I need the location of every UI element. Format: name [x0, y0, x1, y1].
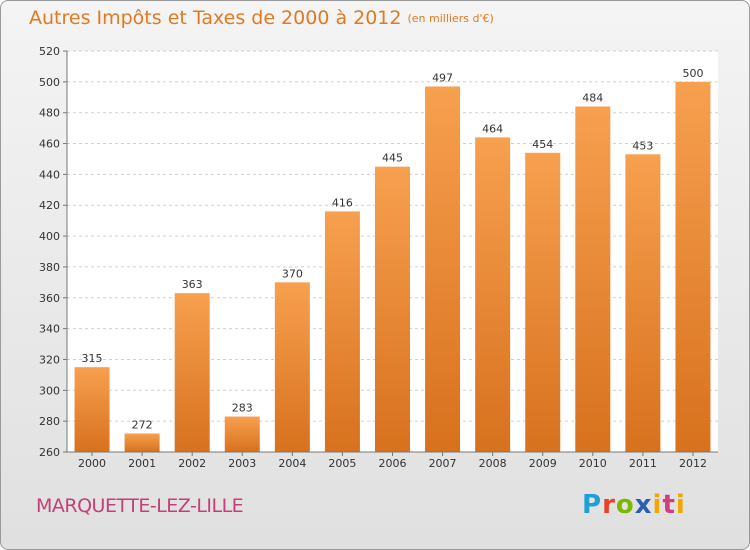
bar-2004: [274, 282, 310, 452]
x-tick-label: 2004: [278, 457, 306, 470]
logo-letter: r: [602, 490, 616, 520]
y-tick-label: 460: [39, 138, 60, 151]
bar-value-label: 370: [282, 267, 303, 280]
logo-letter: o: [615, 490, 635, 520]
logo-letter: i: [675, 490, 686, 520]
bar-2010: [575, 106, 611, 453]
y-tick-label: 380: [39, 261, 60, 274]
bar-2008: [475, 137, 511, 452]
bar-value-label: 500: [682, 67, 703, 80]
y-tick-label: 480: [39, 107, 60, 120]
bar-2001: [124, 433, 160, 452]
bar-value-label: 363: [182, 278, 203, 291]
y-tick-label: 320: [39, 353, 60, 366]
y-tick-label: 400: [39, 230, 60, 243]
y-tick-label: 300: [39, 384, 60, 397]
bar-value-label: 272: [132, 418, 153, 431]
bar-value-label: 464: [482, 122, 503, 135]
x-tick-label: 2000: [78, 457, 106, 470]
x-tick-label: 2011: [629, 457, 657, 470]
bar-2003: [224, 416, 260, 452]
y-tick-label: 360: [39, 292, 60, 305]
x-tick-label: 2007: [429, 457, 457, 470]
bars: 315 272 363 283 370 416 445 497 464 454 484 453 500: [74, 67, 711, 453]
x-tick-label: 2010: [579, 457, 607, 470]
bar-value-label: 497: [432, 71, 453, 84]
y-tick-label: 420: [39, 199, 60, 212]
bar-value-label: 453: [632, 139, 653, 152]
y-tick-labels: 260 280 300 320 340 360 380 400 420 440 460 480 500 5…: [39, 45, 67, 459]
bar-value-label: 484: [582, 92, 603, 105]
x-tick-label: 2006: [379, 457, 407, 470]
location-label: MARQUETTE-LEZ-LILLE: [36, 495, 244, 517]
logo-letter: P: [582, 490, 603, 520]
chart-title-main: Autres Impôts et Taxes de 2000 à 2012: [29, 7, 402, 29]
chart-subtitle: (en milliers d'€): [407, 12, 494, 25]
bar-2007: [425, 86, 461, 452]
x-tick-label: 2012: [679, 457, 707, 470]
bar-2006: [375, 166, 410, 452]
bar-value-label: 315: [82, 352, 103, 365]
y-tick-label: 440: [39, 168, 60, 181]
bar-value-label: 445: [382, 152, 403, 165]
proxiti-logo: Proxiti: [582, 490, 686, 520]
y-tick-label: 340: [39, 323, 60, 336]
y-tick-label: 280: [39, 415, 60, 428]
x-tick-label: 2001: [128, 457, 156, 470]
x-tick-label: 2002: [178, 457, 206, 470]
bar-value-label: 416: [332, 196, 353, 209]
logo-letter: t: [662, 490, 676, 520]
x-tick-label: 2005: [328, 457, 356, 470]
bar-value-label: 454: [532, 138, 553, 151]
bar-2002: [174, 293, 210, 452]
logo-letter: x: [634, 490, 653, 520]
bar-2009: [525, 152, 561, 453]
y-tick-label: 500: [39, 76, 60, 89]
bar-2005: [324, 211, 360, 452]
chart-title: Autres Impôts et Taxes de 2000 à 2012 (en…: [29, 7, 494, 29]
x-tick-label: 2009: [529, 457, 557, 470]
logo-letter: i: [652, 490, 663, 520]
x-tick-label: 2008: [479, 457, 507, 470]
x-tick-label: 2003: [228, 457, 256, 470]
y-tick-label: 520: [39, 45, 60, 58]
y-tick-label: 260: [39, 446, 60, 459]
bar-2012: [675, 81, 711, 452]
bar-2000: [74, 367, 110, 452]
bar-value-label: 283: [232, 402, 253, 415]
x-tick-labels: 2000 2001 2002 2003 2004 2005 2006 2007 2008 2009…: [78, 452, 707, 470]
bar-2011: [625, 154, 661, 453]
